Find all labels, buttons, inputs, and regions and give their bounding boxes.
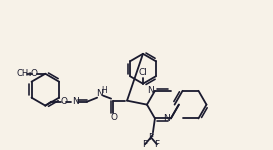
Text: N: N [148,86,154,95]
Text: F: F [143,140,147,149]
Text: F: F [149,133,153,142]
Text: O: O [61,97,68,106]
Text: Cl: Cl [138,68,147,77]
Text: H: H [101,86,107,95]
Text: O: O [111,113,118,122]
Text: N: N [72,97,79,106]
Text: F: F [154,140,159,149]
Text: N: N [96,89,102,98]
Text: O: O [31,69,38,78]
Text: CH₃: CH₃ [17,69,32,78]
Text: N: N [164,114,170,123]
